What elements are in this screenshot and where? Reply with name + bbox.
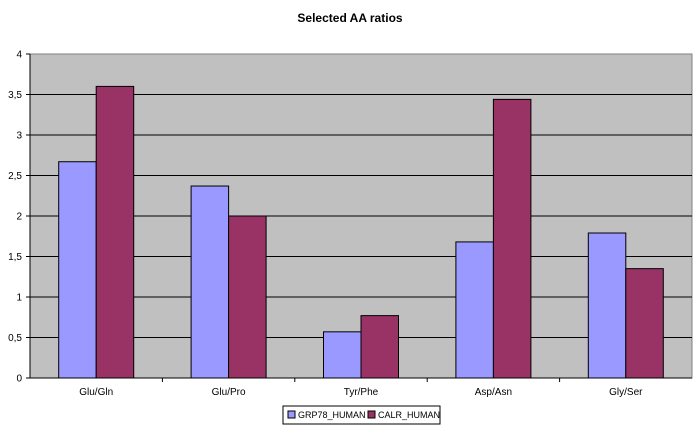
y-tick-label: 3,5 <box>8 90 22 101</box>
bar-calr-human-1 <box>228 215 267 379</box>
gridlines <box>30 94 692 338</box>
y-tick-label: 2,5 <box>8 171 22 182</box>
bar-calr-human-2 <box>360 315 399 379</box>
x-tick-label: Glu/Pro <box>212 387 246 398</box>
legend: GRP78_HUMAN CALR_HUMAN <box>282 405 441 425</box>
bar-grp78-human-0 <box>58 161 97 379</box>
x-tick-label: Asp/Asn <box>475 387 512 398</box>
legend-box <box>282 405 441 425</box>
legend-swatch <box>367 410 376 419</box>
bar-grp78-human-4 <box>587 232 627 379</box>
y-tick-label: 1 <box>16 293 22 304</box>
bar-grp78-human-3 <box>455 241 494 379</box>
bars <box>58 85 664 379</box>
bar-calr-human-3 <box>492 98 532 379</box>
legend-swatch <box>287 410 296 419</box>
x-tick-label: Gly/Ser <box>609 387 643 398</box>
chart-title: Selected AA ratios <box>297 11 402 25</box>
y-tick-label: 3 <box>16 131 22 142</box>
y-tick-label: 0 <box>16 374 22 385</box>
legend-label: GRP78_HUMAN <box>298 410 366 420</box>
y-tick-label: 0,5 <box>8 333 22 344</box>
y-tick-label: 1,5 <box>8 252 22 263</box>
legend-label: CALR_HUMAN <box>378 410 440 420</box>
bar-grp78-human-1 <box>190 185 230 379</box>
x-tick-label: Glu/Gln <box>79 387 113 398</box>
y-tick-label: 4 <box>16 50 22 61</box>
y-tick-label: 2 <box>16 212 22 223</box>
bar-calr-human-4 <box>625 268 664 379</box>
x-tick-label: Tyr/Phe <box>344 387 379 398</box>
bar-grp78-human-2 <box>323 331 362 379</box>
axes: 0 0,5 1 1,5 2 2,5 3 3,5 4 Glu/Gln Glu/Pro Tyr/Phe As… <box>8 50 692 398</box>
bar-calr-human-0 <box>95 85 135 379</box>
